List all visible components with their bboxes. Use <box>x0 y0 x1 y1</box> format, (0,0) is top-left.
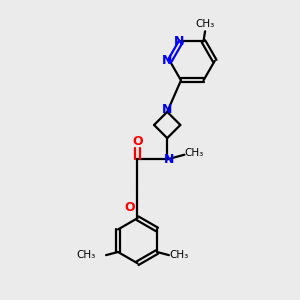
Text: CH₃: CH₃ <box>185 148 204 158</box>
Text: N: N <box>174 35 184 48</box>
Text: N: N <box>162 103 172 116</box>
Text: O: O <box>132 135 143 148</box>
Text: CH₃: CH₃ <box>169 250 189 260</box>
Text: N: N <box>164 153 174 166</box>
Text: N: N <box>162 54 173 67</box>
Text: CH₃: CH₃ <box>76 250 96 260</box>
Text: CH₃: CH₃ <box>195 20 215 29</box>
Text: O: O <box>124 201 135 214</box>
